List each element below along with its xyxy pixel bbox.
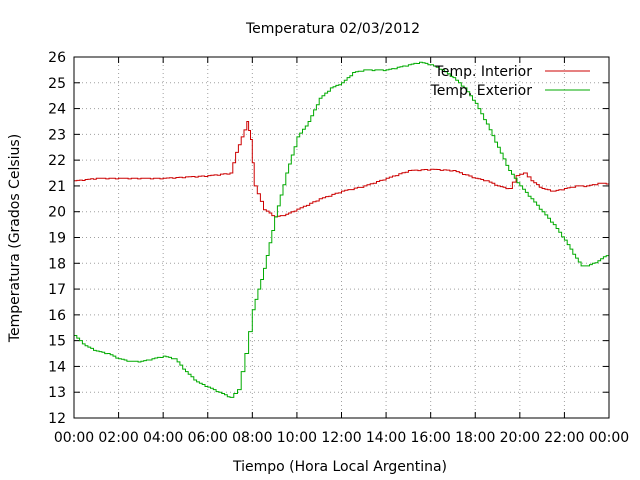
chart-title: Temperatura 02/03/2012	[245, 21, 420, 37]
legend: Temp. Interior Temp. Exterior	[430, 64, 590, 99]
series-line-1	[74, 61, 610, 398]
x-tick-label: 16:00	[410, 430, 450, 446]
x-tick-label: 00:00	[589, 430, 629, 446]
y-tick-label: 17	[48, 282, 66, 298]
y-tick-label: 13	[48, 385, 66, 401]
x-tick-label: 18:00	[455, 430, 495, 446]
y-tick-label: 21	[48, 179, 66, 195]
legend-label: Temp. Interior	[434, 64, 533, 80]
y-tick-label: 12	[48, 411, 66, 427]
x-axis-label: Tiempo (Hora Local Argentina)	[232, 459, 447, 475]
y-tick-label: 14	[48, 359, 66, 375]
y-tick-label: 22	[48, 153, 66, 169]
y-tick-label: 24	[48, 102, 66, 118]
y-tick-label: 25	[48, 76, 66, 92]
series-line-0	[74, 121, 610, 218]
y-tick-label: 20	[48, 205, 66, 221]
x-tick-label: 22:00	[544, 430, 584, 446]
series-lines	[74, 61, 610, 398]
x-tick-label: 06:00	[188, 430, 228, 446]
plot-frame	[73, 56, 610, 419]
x-tick-label: 10:00	[277, 430, 317, 446]
x-tick-label: 20:00	[500, 430, 540, 446]
y-tick-label: 15	[48, 334, 66, 350]
y-tick-label: 23	[48, 127, 66, 143]
x-tick-label: 12:00	[321, 430, 361, 446]
y-axis-label: Temperatura (Grados Celsius)	[7, 134, 23, 343]
legend-label: Temp. Exterior	[430, 83, 533, 99]
grid	[74, 57, 609, 418]
y-tick-label: 19	[48, 231, 66, 247]
y-tick-label: 16	[48, 308, 66, 324]
x-tick-label: 14:00	[366, 430, 406, 446]
x-tick-label: 00:00	[54, 430, 94, 446]
x-tick-label: 04:00	[143, 430, 183, 446]
x-tick-label: 08:00	[232, 430, 272, 446]
y-tick-label: 26	[48, 50, 66, 66]
x-tick-label: 02:00	[98, 430, 138, 446]
y-tick-label: 18	[48, 256, 66, 272]
